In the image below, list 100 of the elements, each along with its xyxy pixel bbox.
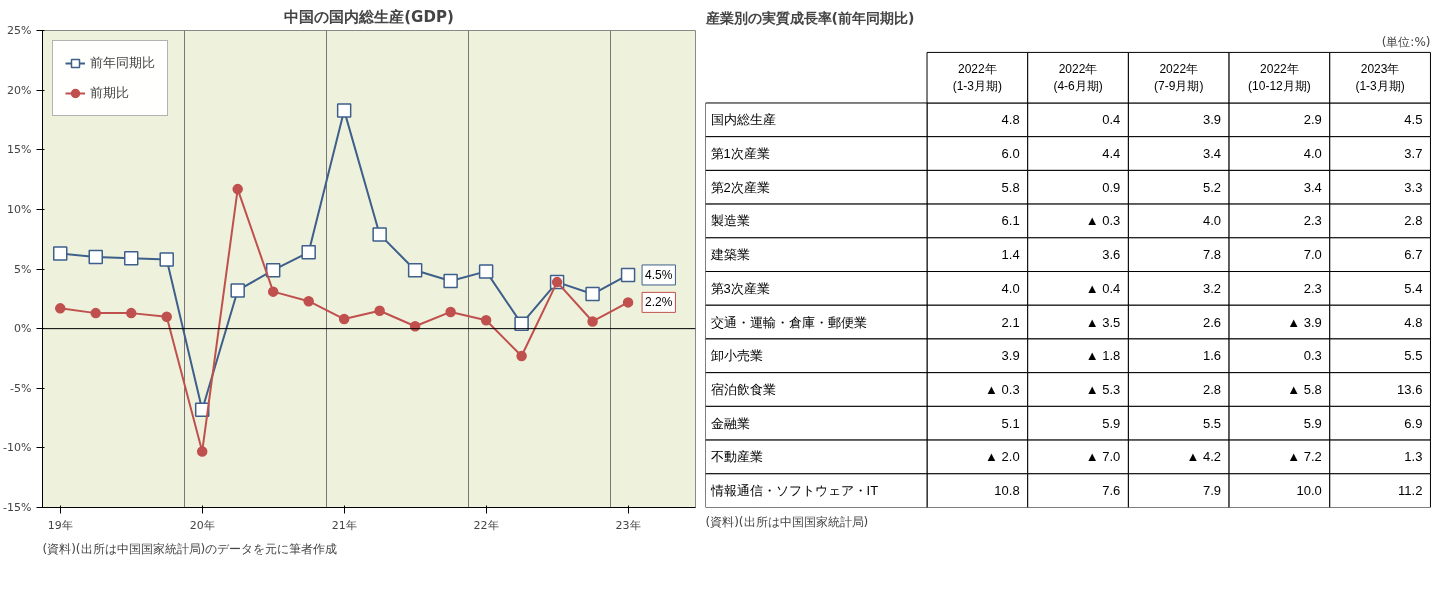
text: 6.7 xyxy=(1404,247,1423,263)
text: 4.0 xyxy=(1202,213,1222,229)
y-tick-label: 15% xyxy=(7,143,32,157)
text: 4.0 xyxy=(1001,280,1020,296)
text: 2.1 xyxy=(1001,314,1020,330)
text: 5.5 xyxy=(1404,348,1423,364)
text: 0.9 xyxy=(1102,179,1121,195)
text: 6.1 xyxy=(1001,213,1020,229)
text: ▲ 0.3 xyxy=(1085,213,1121,229)
text: 6.9 xyxy=(1404,415,1423,431)
text: 0.4 xyxy=(1102,112,1121,128)
text: 3.7 xyxy=(1404,146,1423,162)
text: 11.2 xyxy=(1398,483,1423,499)
chart-title: 中国の国内総生産(GDP) xyxy=(284,7,454,26)
text: 4.5 xyxy=(1404,112,1423,128)
text: ▲ 3.9 xyxy=(1287,314,1322,330)
text: 5.9 xyxy=(1102,415,1121,431)
text: 1.3 xyxy=(1404,449,1423,465)
text: 5.8 xyxy=(1001,179,1020,195)
category-label: 国内総生産 xyxy=(710,112,776,128)
text: 4.0 xyxy=(1303,146,1322,162)
text: ▲ 0.4 xyxy=(1085,280,1121,296)
text: ▲ 7.0 xyxy=(1085,449,1121,465)
text: 3.6 xyxy=(1102,247,1121,263)
text: 4.4 xyxy=(1102,146,1121,162)
text: 3.3 xyxy=(1404,179,1423,195)
y-tick-label: -5% xyxy=(10,381,32,395)
category-label: 第3次産業 xyxy=(710,280,770,296)
y-tick-label: 5% xyxy=(14,262,32,276)
y-tick-label: 25% xyxy=(7,24,32,37)
text: ▲ 2.0 xyxy=(985,449,1020,465)
y-tick-label: -10% xyxy=(3,441,32,455)
x-tick-label: 22年 xyxy=(473,518,499,532)
category-label: 金融業 xyxy=(710,415,750,431)
y-tick-label: 0% xyxy=(14,322,32,336)
text: 10.8 xyxy=(994,483,1020,499)
y-tick-label: -15% xyxy=(3,501,32,514)
text: ▲ 3.5 xyxy=(1085,314,1121,330)
text: 3.9 xyxy=(1202,112,1222,128)
category-label: 交通・運輸・倉庫・郵便業 xyxy=(710,314,867,330)
text: ▲ 5.3 xyxy=(1085,382,1121,398)
text: 4.8 xyxy=(1404,314,1423,330)
y-tick-label: 10% xyxy=(7,202,32,216)
text: (資料)(出所は中国国家統計局) xyxy=(705,514,869,529)
text: 1.4 xyxy=(1001,247,1020,263)
category-label: 第2次産業 xyxy=(710,179,770,195)
category-label: 卸小売業 xyxy=(710,348,763,364)
category-label: 情報通信・ソフトウェア・IT xyxy=(710,483,879,499)
data-label: 4.5% xyxy=(645,267,673,282)
category-label: 製造業 xyxy=(710,213,750,229)
text: 7.0 xyxy=(1303,247,1322,263)
text: 5.2 xyxy=(1202,179,1222,195)
text: 6.0 xyxy=(1001,146,1020,162)
text: 0.3 xyxy=(1303,348,1322,364)
text: 5.5 xyxy=(1202,415,1222,431)
text: 7.8 xyxy=(1202,247,1222,263)
category-label: 2022年 (10-12月期) xyxy=(1248,62,1311,94)
data-label: 2.2% xyxy=(645,295,673,310)
text: 3.4 xyxy=(1202,146,1222,162)
category-label: 不動産業 xyxy=(710,449,763,465)
text: 1.6 xyxy=(1202,348,1222,364)
x-tick-label: 21年 xyxy=(331,518,357,532)
x-tick-label: 20年 xyxy=(189,518,215,532)
category-label: 建築業 xyxy=(710,247,750,263)
text: ▲ 1.8 xyxy=(1085,348,1121,364)
text: 3.9 xyxy=(1001,348,1020,364)
text: ▲ 0.3 xyxy=(985,382,1020,398)
legend-label: 前年同期比 xyxy=(90,54,155,72)
text: (単位:%) xyxy=(1381,35,1431,50)
category-label: 2023年 (1-3月期) xyxy=(1355,62,1405,94)
text: 4.8 xyxy=(1001,112,1020,128)
text: 5.4 xyxy=(1404,280,1423,296)
text: 3.4 xyxy=(1303,179,1322,195)
text: 7.6 xyxy=(1102,483,1121,499)
text: ▲ 7.2 xyxy=(1287,449,1322,465)
text: 2.8 xyxy=(1202,382,1222,398)
text: 3.2 xyxy=(1202,280,1222,296)
legend-label: 前期比 xyxy=(90,84,129,102)
y-tick-label: 20% xyxy=(7,83,32,97)
category-label: 2022年 (4-6月期) xyxy=(1053,62,1103,94)
text: 2.8 xyxy=(1404,213,1423,229)
text: 5.9 xyxy=(1303,415,1322,431)
category-label: 第1次産業 xyxy=(710,146,770,162)
text: ▲ 4.2 xyxy=(1186,449,1222,465)
text: 10.0 xyxy=(1296,483,1322,499)
text: 5.1 xyxy=(1001,415,1020,431)
text: (資料)(出所は中国国家統計局)のデータを元に筆者作成 xyxy=(42,541,338,556)
text: 2.9 xyxy=(1303,112,1322,128)
text: 2.6 xyxy=(1202,314,1222,330)
text: 13.6 xyxy=(1397,382,1423,398)
category-label: 宿泊飲食業 xyxy=(710,382,776,398)
text: 2.3 xyxy=(1303,213,1322,229)
category-label: 2022年 (7-9月期) xyxy=(1154,62,1204,94)
text: ▲ 5.8 xyxy=(1287,382,1322,398)
x-tick-label: 23年 xyxy=(615,518,641,532)
text: 7.9 xyxy=(1202,483,1222,499)
text: 2.3 xyxy=(1303,280,1322,296)
category-label: 2022年 (1-3月期) xyxy=(952,62,1003,94)
text: 産業別の実質成長率(前年同期比) xyxy=(704,9,915,26)
x-tick-label: 19年 xyxy=(47,518,73,532)
